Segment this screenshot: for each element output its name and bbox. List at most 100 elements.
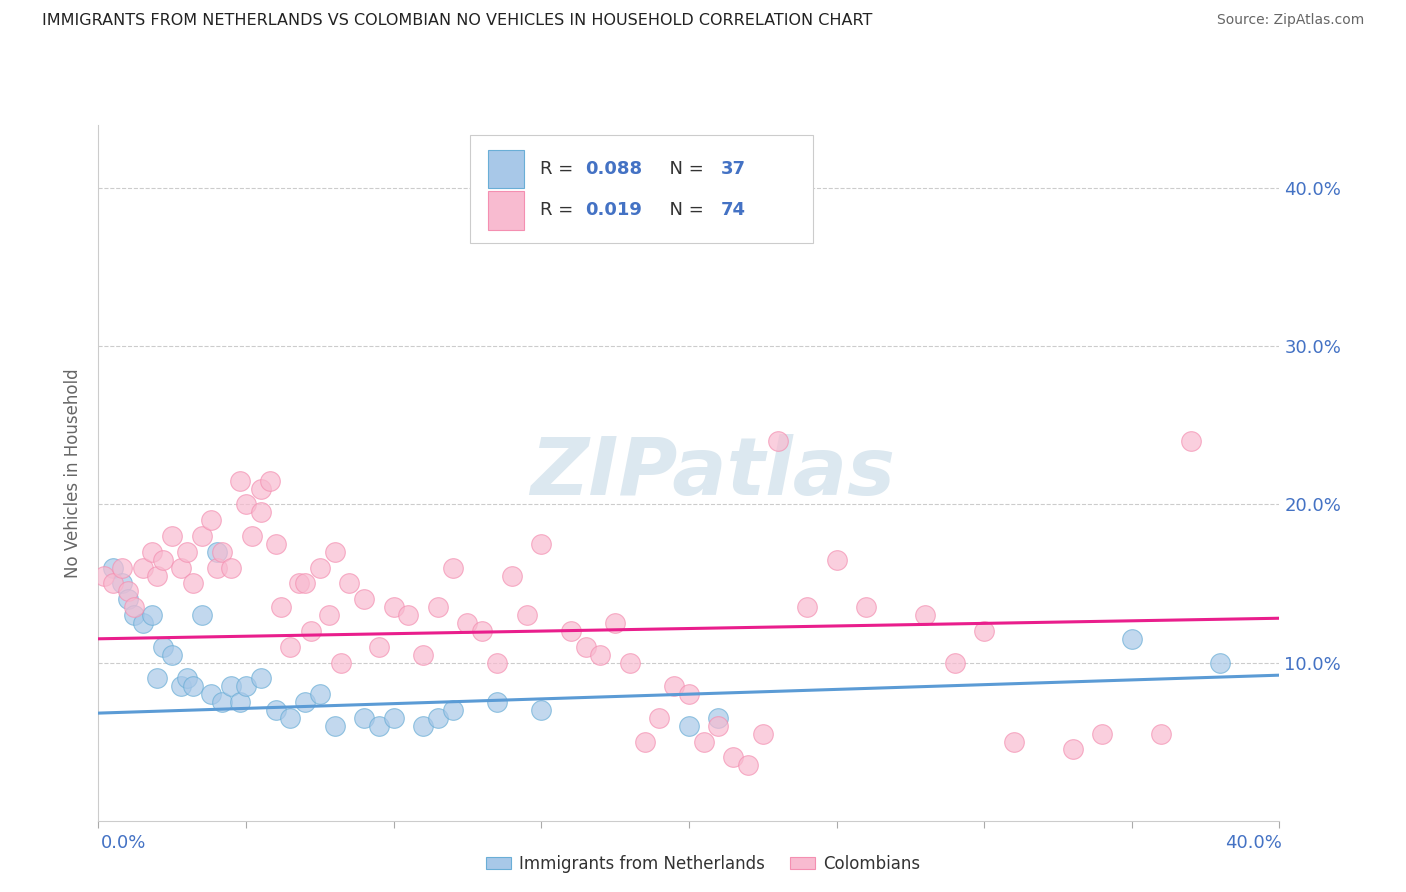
Point [1150, 726, 1173, 740]
Text: 40.0%: 40.0% [1226, 834, 1282, 852]
Text: 37: 37 [721, 160, 745, 178]
Point [589, 648, 612, 662]
Y-axis label: No Vehicles in Household: No Vehicles in Household [65, 368, 83, 578]
Point [323, 719, 346, 733]
Point [441, 560, 464, 574]
Point [264, 703, 287, 717]
Point [1180, 434, 1202, 449]
Point [633, 734, 655, 748]
Point [318, 608, 340, 623]
Point [412, 719, 434, 733]
Point [973, 624, 995, 638]
Point [176, 545, 198, 559]
Point [605, 615, 627, 630]
Point [219, 679, 242, 693]
FancyBboxPatch shape [488, 191, 523, 229]
Text: R =: R = [540, 160, 579, 178]
Point [309, 560, 332, 574]
Point [1209, 656, 1232, 670]
Point [382, 711, 405, 725]
Point [825, 552, 848, 567]
Point [229, 474, 252, 488]
Point [353, 592, 375, 607]
Point [693, 734, 716, 748]
Point [1002, 734, 1025, 748]
Point [943, 656, 966, 670]
Point [530, 537, 553, 551]
Point [152, 552, 174, 567]
Text: 0.088: 0.088 [585, 160, 643, 178]
Point [111, 560, 134, 574]
Point [270, 600, 292, 615]
Point [339, 576, 360, 591]
Point [664, 679, 686, 693]
Point [751, 726, 773, 740]
Point [396, 608, 419, 623]
Point [181, 679, 204, 693]
Point [211, 695, 233, 709]
Point [766, 434, 789, 449]
Point [353, 711, 375, 725]
Point [146, 568, 169, 582]
Point [146, 671, 169, 685]
Point [1091, 726, 1114, 740]
Point [200, 513, 222, 527]
Point [530, 703, 553, 717]
Point [486, 656, 509, 670]
Point [162, 529, 183, 543]
Text: N =: N = [658, 160, 710, 178]
Point [103, 576, 125, 591]
Point [456, 615, 478, 630]
Text: 0.0%: 0.0% [101, 834, 146, 852]
Point [278, 640, 302, 654]
Point [93, 568, 115, 582]
Point [122, 608, 145, 623]
FancyBboxPatch shape [471, 136, 813, 244]
Text: ZIPatlas: ZIPatlas [530, 434, 896, 512]
Point [309, 687, 332, 701]
Point [294, 695, 316, 709]
Point [368, 640, 391, 654]
Point [471, 624, 494, 638]
Point [299, 624, 322, 638]
Point [111, 576, 134, 591]
Point [707, 711, 730, 725]
Point [737, 758, 759, 772]
Point [132, 560, 155, 574]
Point [162, 648, 183, 662]
Point [250, 505, 273, 519]
Text: R =: R = [540, 202, 579, 219]
Point [205, 560, 228, 574]
Legend: Immigrants from Netherlands, Colombians: Immigrants from Netherlands, Colombians [479, 848, 927, 880]
Point [323, 545, 346, 559]
Point [427, 711, 450, 725]
Point [855, 600, 877, 615]
Point [678, 687, 700, 701]
Point [678, 719, 700, 733]
Point [219, 560, 242, 574]
Text: 74: 74 [721, 202, 745, 219]
Point [707, 719, 730, 733]
Point [294, 576, 316, 591]
Point [648, 711, 671, 725]
Point [170, 679, 193, 693]
Point [501, 568, 523, 582]
Point [574, 640, 596, 654]
Point [560, 624, 582, 638]
Point [382, 600, 405, 615]
Point [796, 600, 818, 615]
Point [1062, 742, 1084, 756]
Point [329, 656, 352, 670]
Point [122, 600, 145, 615]
Point [141, 545, 163, 559]
Point [191, 608, 214, 623]
Point [211, 545, 233, 559]
Point [1121, 632, 1143, 646]
Point [264, 537, 287, 551]
Point [250, 671, 273, 685]
Point [441, 703, 464, 717]
Point [723, 750, 745, 764]
Point [141, 608, 163, 623]
Point [103, 560, 125, 574]
Point [235, 497, 257, 511]
